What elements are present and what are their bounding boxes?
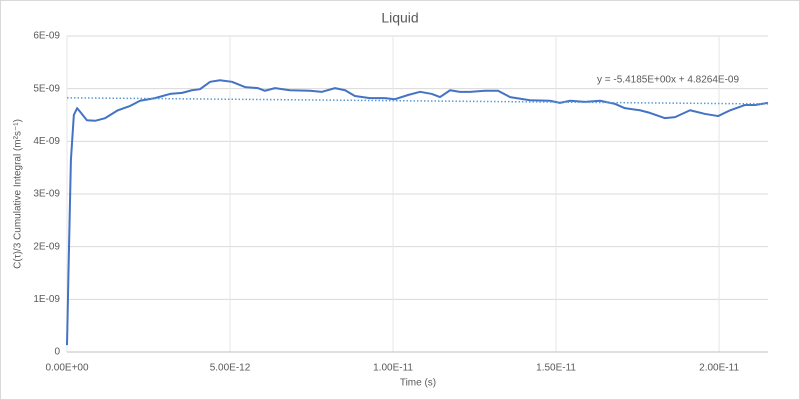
x-axis-label: Time (s) bbox=[400, 378, 436, 389]
y-tick-label: 0 bbox=[54, 347, 60, 358]
y-tick-label: 4E-09 bbox=[33, 136, 60, 147]
y-tick-label: 6E-09 bbox=[33, 31, 60, 42]
y-tick-label: 1E-09 bbox=[33, 294, 60, 305]
x-tick-label: 1.00E-11 bbox=[373, 363, 413, 374]
y-axis-label: C(τ)/3 Cumulative Integral (m²s⁻¹) bbox=[13, 119, 24, 269]
x-tick-label: 1.50E-11 bbox=[536, 363, 576, 374]
trendline bbox=[66, 97, 769, 105]
chart-title: Liquid bbox=[381, 10, 418, 26]
x-tick-label: 5.00E-12 bbox=[210, 363, 251, 374]
data-line bbox=[66, 79, 769, 346]
x-tick-label: 0.00E+00 bbox=[45, 363, 89, 374]
x-tick-label: 2.00E-11 bbox=[699, 363, 739, 374]
y-tick-label: 5E-09 bbox=[33, 83, 60, 94]
y-tick-label: 3E-09 bbox=[33, 189, 60, 200]
y-tick-label: 2E-09 bbox=[33, 241, 60, 252]
trendline-equation: y = -5.4185E+00x + 4.8264E-09 bbox=[597, 75, 739, 86]
